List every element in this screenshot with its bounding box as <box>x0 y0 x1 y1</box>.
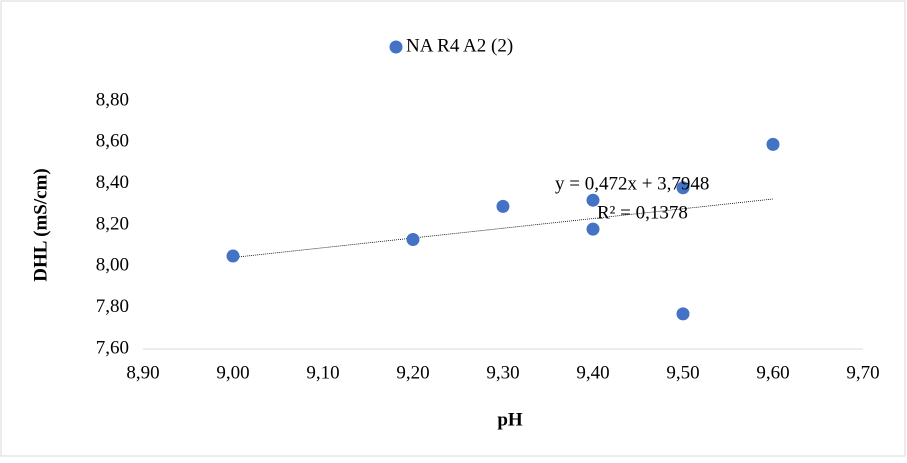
data-point <box>766 137 780 151</box>
y-tick-label: 8,60 <box>96 131 129 152</box>
data-point <box>586 193 600 207</box>
data-point <box>406 232 420 246</box>
y-axis-title: DHL (mS/cm) <box>30 168 51 281</box>
x-tick-label: 9,30 <box>486 362 519 383</box>
x-tick-label: 9,70 <box>846 362 879 383</box>
x-tick-label: 9,60 <box>756 362 789 383</box>
y-tick-label: 7,60 <box>96 337 129 358</box>
data-point <box>676 181 690 195</box>
x-tick-label: 9,00 <box>216 362 249 383</box>
trendline <box>232 198 774 258</box>
x-tick-label: 9,40 <box>576 362 609 383</box>
y-tick-label: 8,00 <box>96 255 129 276</box>
data-point <box>676 307 690 321</box>
data-point <box>586 222 600 236</box>
x-tick-label: 9,10 <box>306 362 339 383</box>
trendline-equation: y = 0,472x + 3,7948 <box>555 173 709 194</box>
x-tick-label: 9,50 <box>666 362 699 383</box>
legend-label: NA R4 A2 (2) <box>406 35 513 56</box>
trendline-r-squared: R² = 0,1378 <box>597 202 688 223</box>
y-tick-label: 8,40 <box>96 172 129 193</box>
legend-marker <box>389 40 403 54</box>
data-point <box>226 249 240 263</box>
x-axis-title: pH <box>497 409 523 430</box>
x-tick-label: 9,20 <box>396 362 429 383</box>
y-tick-label: 7,80 <box>96 296 129 317</box>
x-tick-label: 8,90 <box>126 362 159 383</box>
y-tick-label: 8,80 <box>96 89 129 110</box>
data-point <box>496 199 510 213</box>
y-tick-label: 8,20 <box>96 213 129 234</box>
